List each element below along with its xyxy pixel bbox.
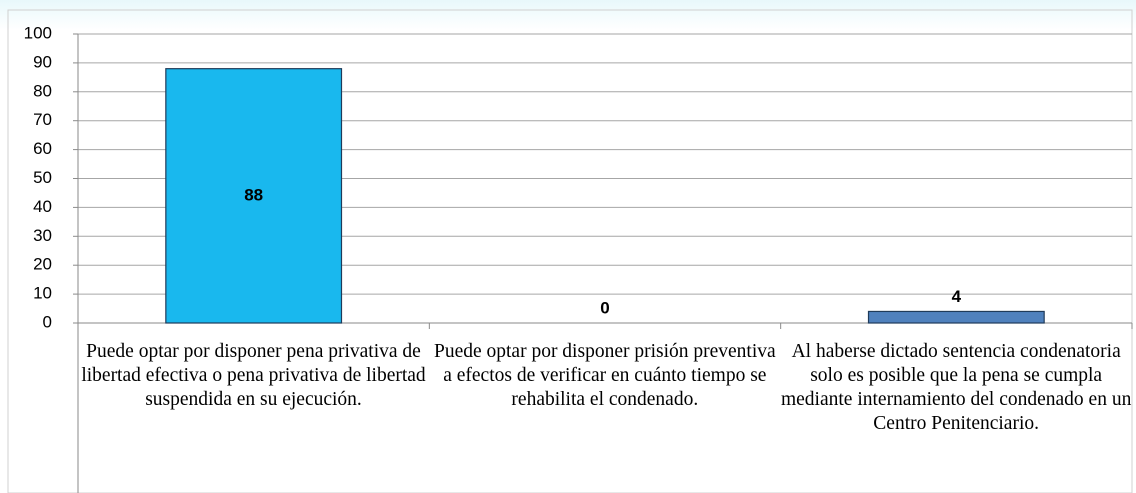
y-tick-label: 30 bbox=[33, 226, 52, 245]
bar bbox=[165, 68, 343, 324]
chart-frame bbox=[7, 9, 1133, 493]
y-tick-label: 60 bbox=[33, 139, 52, 158]
data-label: 88 bbox=[244, 185, 263, 204]
data-label: 0 bbox=[600, 298, 609, 317]
data-label: 4 bbox=[952, 287, 962, 306]
y-tick-label: 0 bbox=[43, 312, 52, 331]
y-tick-label: 100 bbox=[24, 23, 52, 42]
y-tick-label: 20 bbox=[33, 255, 52, 274]
y-tick-label: 90 bbox=[33, 52, 52, 71]
x-tick-label: Al haberse dictado sentencia condenatori… bbox=[780, 341, 1132, 434]
x-tick-label: Puede optar por disponer prisión prevent… bbox=[433, 341, 776, 410]
y-tick-label: 80 bbox=[33, 81, 52, 100]
y-tick-label: 40 bbox=[33, 197, 52, 216]
x-tick-label: Puede optar por disponer pena privativa … bbox=[81, 341, 426, 410]
y-tick-label: 70 bbox=[33, 110, 52, 129]
y-tick-label: 10 bbox=[33, 284, 52, 303]
bar bbox=[867, 310, 1045, 324]
y-tick-label: 50 bbox=[33, 168, 52, 187]
